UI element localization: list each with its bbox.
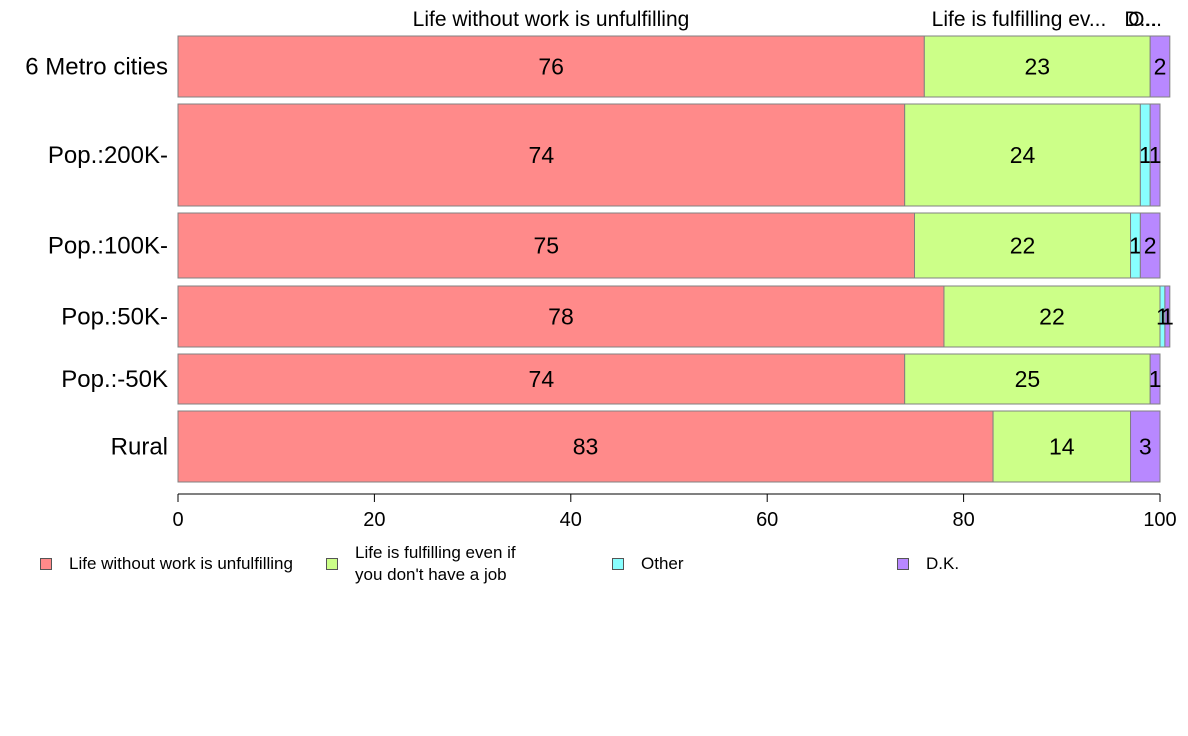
category-label: Pop.:200K-	[48, 142, 168, 169]
bar-segment	[943, 285, 1161, 348]
category-label: Rural	[111, 434, 168, 461]
x-tick-label: 40	[560, 509, 582, 531]
value-label: 76	[538, 54, 564, 80]
category-label: Pop.:-50K	[61, 366, 168, 393]
bar-segment	[177, 103, 906, 207]
legend-item-unfulfilling: Life without work is unfulfilling	[40, 540, 293, 575]
legend-swatch-dk	[897, 558, 909, 570]
bar-segment	[904, 103, 1141, 207]
bar-segment	[177, 410, 994, 483]
value-label: 22	[1039, 304, 1065, 330]
legend-label-unfulfilling: Life without work is unfulfilling	[69, 554, 293, 573]
bar-segment	[914, 212, 1132, 279]
value-label: 1	[1149, 142, 1162, 168]
bar-segment	[904, 353, 1151, 405]
value-label: 78	[548, 304, 574, 330]
value-label: 1	[1149, 366, 1162, 392]
value-label: 83	[573, 434, 599, 460]
value-label: 74	[529, 366, 555, 392]
value-label: 1	[1161, 304, 1174, 330]
value-label: 25	[1015, 366, 1041, 392]
bar-segment	[177, 285, 945, 348]
category-label: Pop.:100K-	[48, 233, 168, 260]
value-label: 23	[1024, 54, 1050, 80]
x-tick-label: 0	[172, 509, 183, 531]
bar-segment	[1149, 353, 1161, 405]
legend-label-dk: D.K.	[926, 554, 960, 573]
series-top-label: Life is fulfilling ev...	[932, 8, 1107, 31]
x-tick-label: 80	[952, 509, 974, 531]
legend-label-other: Other	[641, 554, 684, 573]
legend-swatch-unfulfilling	[40, 558, 52, 570]
legend-label-fulfilling: Life is fulfilling even if you don't hav…	[355, 543, 516, 584]
bar-segment	[1130, 410, 1161, 483]
legend-item-dk: D.K.	[897, 540, 959, 575]
bar-segment	[923, 35, 1151, 98]
value-label: 3	[1139, 434, 1152, 460]
legend-swatch-fulfilling	[326, 558, 338, 570]
value-label: 24	[1010, 142, 1036, 168]
bar-segment	[1149, 35, 1171, 98]
bar-segment	[1139, 212, 1161, 279]
chart-legend: Life without work is unfulfilling Life i…	[0, 540, 1188, 600]
bar-segment	[177, 353, 906, 405]
series-top-label: D...	[1124, 8, 1157, 31]
series-top-label: Life without work is unfulfilling	[413, 8, 690, 31]
value-label: 1	[1129, 233, 1142, 259]
x-tick-label: 20	[363, 509, 385, 531]
legend-item-other: Other	[612, 540, 684, 575]
legend-swatch-other	[612, 558, 624, 570]
value-label: 2	[1154, 54, 1167, 80]
bar-segment	[1149, 103, 1161, 207]
series-top-label: O...	[1128, 8, 1162, 31]
category-label: 6 Metro cities	[25, 54, 168, 81]
value-label: 1	[1139, 142, 1152, 168]
bar-segment	[992, 410, 1132, 483]
bar-segment	[1164, 285, 1171, 348]
legend-item-fulfilling: Life is fulfilling even if you don't hav…	[326, 540, 555, 586]
value-label: 22	[1010, 233, 1036, 259]
value-label: 75	[533, 233, 559, 259]
value-label: 14	[1049, 434, 1075, 460]
value-label: 74	[529, 142, 555, 168]
value-label: 2	[1144, 233, 1157, 259]
category-label: Pop.:50K-	[61, 304, 168, 331]
bar-segment	[177, 35, 925, 98]
x-tick-label: 60	[756, 509, 778, 531]
x-tick-label: 100	[1143, 509, 1176, 531]
